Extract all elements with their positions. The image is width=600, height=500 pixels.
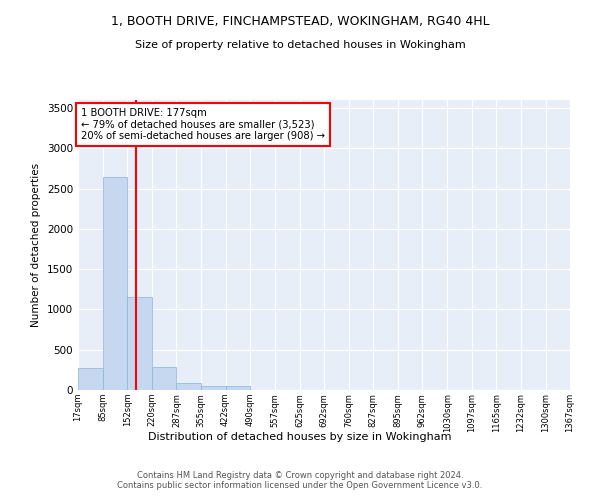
Bar xyxy=(78,368,103,390)
Bar xyxy=(152,368,176,390)
Text: 1 BOOTH DRIVE: 177sqm
← 79% of detached houses are smaller (3,523)
20% of semi-d: 1 BOOTH DRIVE: 177sqm ← 79% of detached … xyxy=(81,108,325,142)
Text: Distribution of detached houses by size in Wokingham: Distribution of detached houses by size … xyxy=(148,432,452,442)
Text: 1, BOOTH DRIVE, FINCHAMPSTEAD, WOKINGHAM, RG40 4HL: 1, BOOTH DRIVE, FINCHAMPSTEAD, WOKINGHAM… xyxy=(110,15,490,28)
Bar xyxy=(226,386,250,390)
Bar xyxy=(176,383,201,390)
Text: Contains HM Land Registry data © Crown copyright and database right 2024.
Contai: Contains HM Land Registry data © Crown c… xyxy=(118,470,482,490)
Text: Size of property relative to detached houses in Wokingham: Size of property relative to detached ho… xyxy=(134,40,466,50)
Bar xyxy=(103,178,127,390)
Y-axis label: Number of detached properties: Number of detached properties xyxy=(31,163,41,327)
Bar xyxy=(201,386,226,390)
Bar xyxy=(127,298,152,390)
